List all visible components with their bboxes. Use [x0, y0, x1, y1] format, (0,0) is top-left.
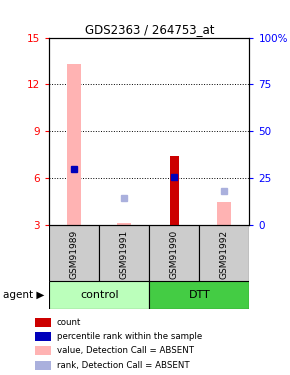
Bar [200, 225, 249, 281]
Text: GSM91989: GSM91989 [70, 230, 79, 279]
Bar [35, 361, 51, 370]
Text: agent ▶: agent ▶ [3, 290, 44, 300]
Text: value, Detection Call = ABSENT: value, Detection Call = ABSENT [57, 346, 193, 355]
Text: GSM91992: GSM91992 [220, 230, 229, 279]
Bar [67, 64, 81, 225]
Bar [149, 281, 249, 309]
Bar [35, 332, 51, 341]
Text: control: control [80, 290, 119, 300]
Text: GSM91991: GSM91991 [120, 230, 129, 279]
Bar [117, 223, 131, 225]
Text: rank, Detection Call = ABSENT: rank, Detection Call = ABSENT [57, 361, 189, 370]
Bar [218, 202, 231, 225]
Bar [99, 225, 149, 281]
Bar [170, 156, 179, 225]
Title: GDS2363 / 264753_at: GDS2363 / 264753_at [85, 23, 214, 36]
Text: count: count [57, 318, 81, 327]
Bar [149, 225, 200, 281]
Bar [35, 318, 51, 327]
Bar [49, 225, 99, 281]
Bar [35, 346, 51, 355]
Text: DTT: DTT [188, 290, 210, 300]
Text: GSM91990: GSM91990 [170, 230, 179, 279]
Text: percentile rank within the sample: percentile rank within the sample [57, 332, 202, 341]
Bar [49, 281, 149, 309]
